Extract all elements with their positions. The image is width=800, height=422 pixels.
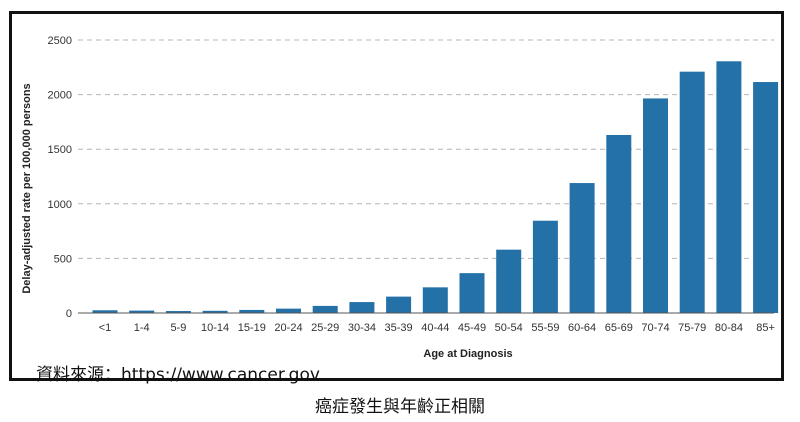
x-tick-label: 35-39 xyxy=(385,322,413,334)
x-tick-label: 45-49 xyxy=(458,322,486,334)
bar xyxy=(129,310,155,313)
bar xyxy=(349,302,375,313)
x-tick-label: 30-34 xyxy=(348,322,376,334)
y-tick-label: 500 xyxy=(54,253,72,265)
y-axis-title: Delay-adjusted rate per 100,000 persons xyxy=(21,83,33,293)
bar-chart: <1 1-4 5-9 10-14 15-19 20-24 25-29 30-34 35-39 40… xyxy=(21,35,779,360)
y-tick-label: 2500 xyxy=(48,35,72,47)
bar xyxy=(532,220,558,313)
x-tick-label: 5-9 xyxy=(170,322,186,334)
x-tick-label: 60-64 xyxy=(568,322,596,334)
bar xyxy=(679,71,705,313)
x-tick-label: 25-29 xyxy=(311,322,339,334)
bar xyxy=(165,311,191,313)
bar xyxy=(312,305,338,313)
x-tick-label: 50-54 xyxy=(495,322,523,334)
bar xyxy=(202,310,228,313)
y-tick-label: 2000 xyxy=(48,90,72,102)
figure-caption: 癌症發生與年齡正相關 xyxy=(315,397,485,417)
x-axis-title: Age at Diagnosis xyxy=(423,348,512,360)
bar xyxy=(606,135,632,313)
x-tick-label: 40-44 xyxy=(421,322,449,334)
x-tick-labels: <1 1-4 5-9 10-14 15-19 20-24 25-29 30-34 35-39 40… xyxy=(99,322,775,334)
x-tick-label: 15-19 xyxy=(238,322,266,334)
x-tick-label: 20-24 xyxy=(274,322,302,334)
bar xyxy=(459,273,485,313)
x-tick-label: 70-74 xyxy=(641,322,669,334)
bars xyxy=(92,61,779,314)
x-tick-label: 75-79 xyxy=(678,322,706,334)
x-tick-label: 55-59 xyxy=(531,322,559,334)
x-tick-label: 1-4 xyxy=(134,322,150,334)
bar xyxy=(753,82,779,314)
source-note: 資料來源：https://www.cancer.gov xyxy=(36,365,320,385)
bar xyxy=(239,309,265,313)
x-tick-label: 80-84 xyxy=(715,322,743,334)
y-tick-label: 0 xyxy=(66,308,72,320)
y-tick-label: 1500 xyxy=(48,144,72,156)
bar xyxy=(386,296,412,313)
x-tick-label: 10-14 xyxy=(201,322,229,334)
bar xyxy=(276,308,301,313)
y-tick-labels: 0 500 1000 1500 2000 2500 xyxy=(48,35,72,320)
y-tick-label: 1000 xyxy=(48,199,72,211)
bar xyxy=(716,61,742,313)
x-tick-label: 85+ xyxy=(756,322,775,334)
chart-frame: <1 1-4 5-9 10-14 15-19 20-24 25-29 30-34 35-39 40… xyxy=(9,11,784,385)
gridlines xyxy=(78,39,774,259)
x-tick-label: <1 xyxy=(99,322,112,334)
x-tick-label: 65-69 xyxy=(605,322,633,334)
bar xyxy=(422,287,448,313)
bar xyxy=(496,249,522,313)
bar xyxy=(643,98,668,313)
bar xyxy=(569,183,595,313)
bar xyxy=(92,310,118,313)
